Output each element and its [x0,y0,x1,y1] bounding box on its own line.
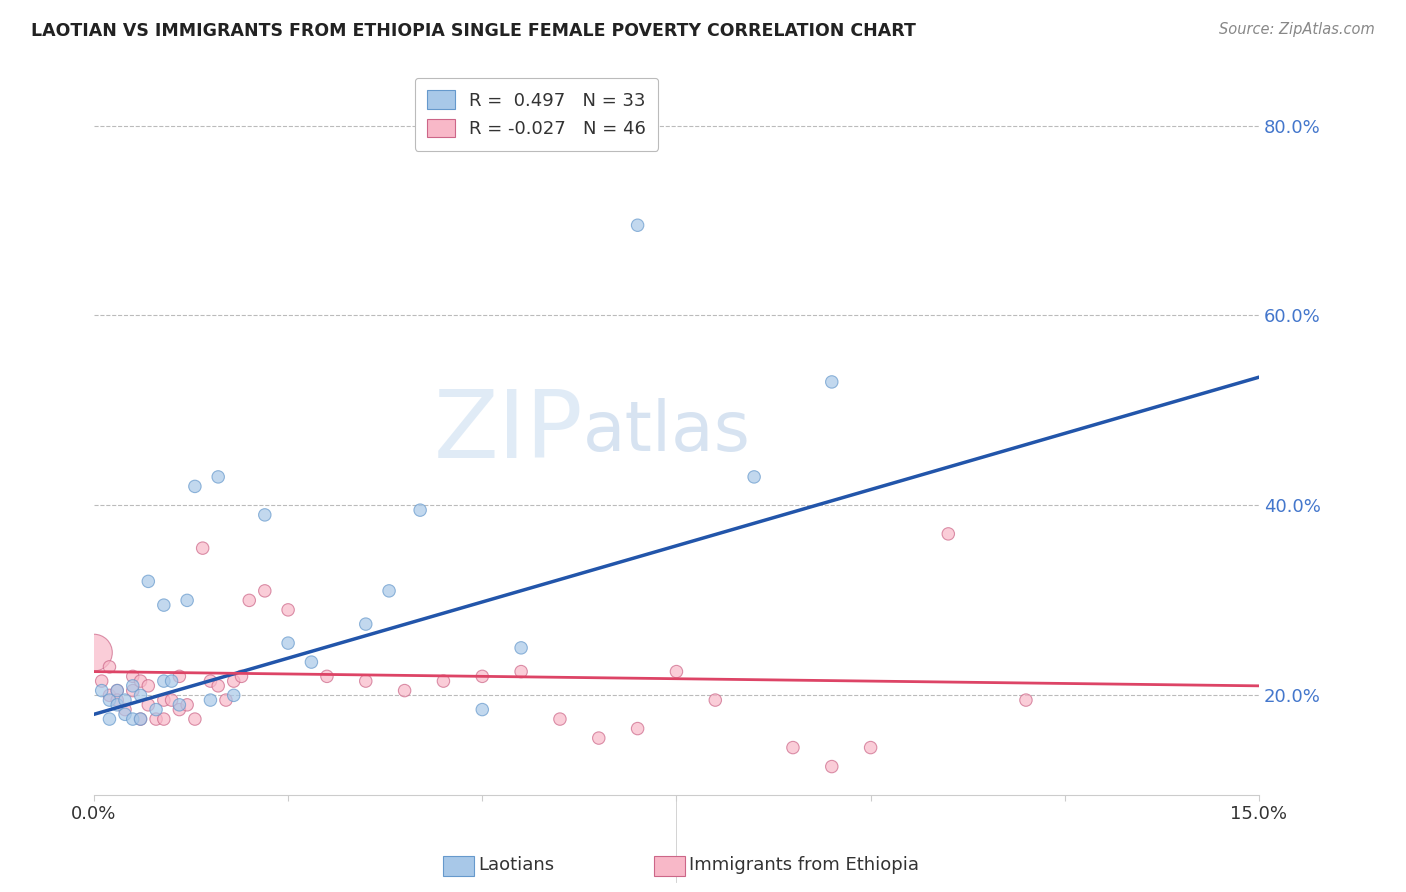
Point [510,640,533,655]
Point [821,375,844,389]
Point [253,583,276,598]
Point [83,646,105,660]
Point [184,479,207,493]
Point [588,731,610,745]
Point [98,660,121,674]
Point [936,527,959,541]
Point [98,712,121,726]
Point [316,669,339,683]
Point [114,693,136,707]
Point [136,574,159,589]
Point [145,712,167,726]
Point [1015,693,1038,707]
Point [105,698,128,712]
Point [299,655,322,669]
Text: ZIP: ZIP [433,386,583,478]
Point [626,218,648,232]
Point [207,679,229,693]
Point [215,693,238,707]
Point [354,674,377,689]
Point [121,679,143,693]
Point [114,703,136,717]
Point [222,674,245,689]
Point [105,683,128,698]
Point [378,583,401,598]
Point [114,707,136,722]
Point [129,689,152,703]
Point [121,683,143,698]
Point [742,470,765,484]
Text: Immigrants from Ethiopia: Immigrants from Ethiopia [689,856,920,874]
Point [129,674,152,689]
Point [859,740,882,755]
Point [231,669,253,683]
Point [105,683,128,698]
Point [821,759,844,773]
Point [90,683,112,698]
Point [169,703,191,717]
Text: LAOTIAN VS IMMIGRANTS FROM ETHIOPIA SINGLE FEMALE POVERTY CORRELATION CHART: LAOTIAN VS IMMIGRANTS FROM ETHIOPIA SING… [31,22,915,40]
Point [176,593,198,607]
Legend: R =  0.497   N = 33, R = -0.027   N = 46: R = 0.497 N = 33, R = -0.027 N = 46 [415,78,658,151]
Point [153,598,176,612]
Point [169,698,191,712]
Point [191,541,214,555]
Point [471,669,494,683]
Point [136,679,159,693]
Point [626,722,648,736]
Point [160,674,183,689]
Point [222,689,245,703]
Point [129,712,152,726]
Point [129,712,152,726]
Point [160,693,183,707]
Point [105,693,128,707]
Point [153,693,176,707]
Text: Source: ZipAtlas.com: Source: ZipAtlas.com [1219,22,1375,37]
Point [98,693,121,707]
Point [277,636,299,650]
Point [409,503,432,517]
Point [394,683,416,698]
Point [176,698,198,712]
Point [432,674,454,689]
Text: Laotians: Laotians [478,856,554,874]
Point [153,712,176,726]
Point [121,669,143,683]
Point [153,674,176,689]
Point [136,698,159,712]
Point [704,693,727,707]
Point [354,617,377,632]
Point [90,674,112,689]
Point [471,703,494,717]
Point [207,470,229,484]
Point [782,740,804,755]
Point [98,689,121,703]
Point [169,669,191,683]
Point [253,508,276,522]
Text: atlas: atlas [583,399,751,466]
Point [510,665,533,679]
Point [200,693,222,707]
Point [121,712,143,726]
Point [145,703,167,717]
Point [200,674,222,689]
Point [277,603,299,617]
Point [238,593,260,607]
Point [665,665,688,679]
Point [184,712,207,726]
Point [548,712,571,726]
